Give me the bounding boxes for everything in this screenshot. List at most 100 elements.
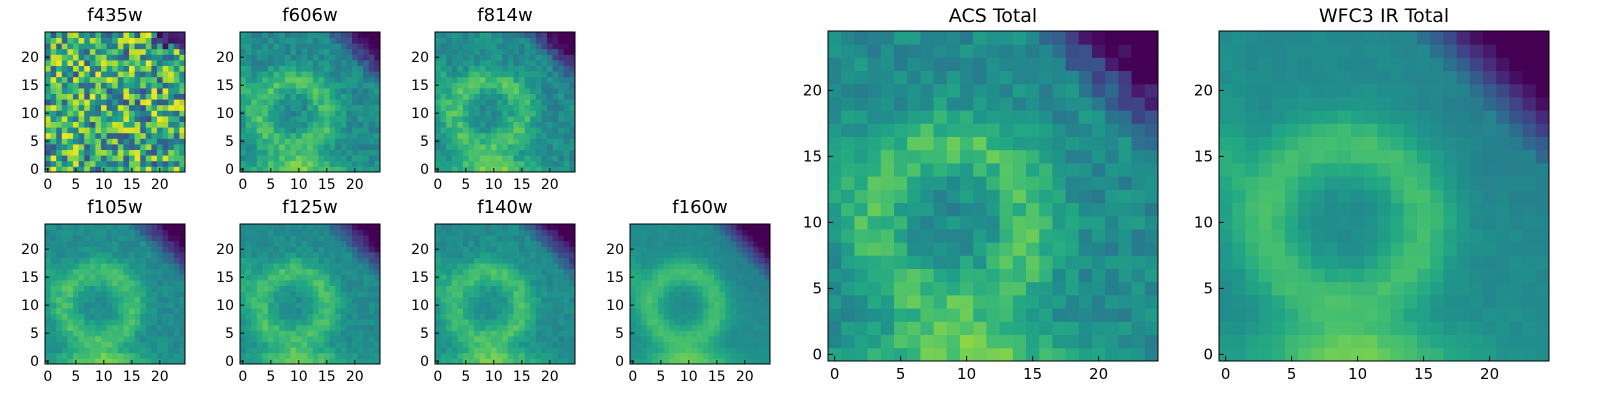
heatmap-cell xyxy=(45,296,51,303)
heatmap-cell xyxy=(730,291,737,298)
heatmap-cell xyxy=(1065,242,1080,256)
heatmap-cell xyxy=(324,319,330,326)
heatmap-cell xyxy=(329,263,336,270)
heatmap-cell xyxy=(491,296,497,303)
heatmap-cell xyxy=(56,160,63,167)
heatmap-cell xyxy=(262,252,269,258)
heatmap-cell xyxy=(251,60,258,66)
x-tick-label: 15 xyxy=(708,369,726,385)
heatmap-cell xyxy=(262,257,269,264)
heatmap-cell xyxy=(140,229,147,236)
heatmap-cell xyxy=(363,116,370,122)
heatmap-cell xyxy=(173,116,180,122)
heatmap-cell xyxy=(541,313,548,320)
heatmap-cell xyxy=(507,99,514,106)
heatmap-cell xyxy=(290,65,297,72)
heatmap-cell xyxy=(841,268,855,283)
heatmap-cell xyxy=(357,166,364,173)
heatmap-cell xyxy=(513,71,520,78)
heatmap-cell xyxy=(273,229,280,236)
heatmap-cell xyxy=(312,358,319,365)
heatmap-cell xyxy=(1144,347,1159,362)
heatmap-cell xyxy=(1078,163,1093,177)
heatmap-cell xyxy=(73,240,79,247)
heatmap-cell xyxy=(1065,123,1080,137)
heatmap-cell xyxy=(933,149,948,164)
heatmap-cell xyxy=(279,54,286,61)
heatmap-cell xyxy=(307,257,314,264)
heatmap-cell xyxy=(507,149,514,156)
heatmap-cell xyxy=(457,43,464,50)
heatmap-cell xyxy=(1131,136,1146,151)
axes-frame xyxy=(239,31,381,173)
heatmap-cell xyxy=(352,257,358,264)
heatmap-cell xyxy=(151,268,158,275)
heatmap-cell xyxy=(352,76,358,83)
heatmap-cell xyxy=(240,93,246,100)
heatmap-cell xyxy=(502,296,509,303)
heatmap-cell xyxy=(663,308,670,314)
heatmap-cell xyxy=(669,319,676,326)
heatmap-cell xyxy=(50,324,57,331)
heatmap-cell xyxy=(446,37,453,44)
heatmap-cell xyxy=(245,82,252,89)
heatmap-cell xyxy=(507,224,514,230)
heatmap-cell xyxy=(151,336,158,342)
heatmap-cell xyxy=(335,160,342,167)
heatmap-cell xyxy=(56,291,63,298)
heatmap-cell xyxy=(301,308,308,314)
heatmap-cell xyxy=(123,302,130,309)
heatmap-cell xyxy=(61,127,68,134)
heatmap-cell xyxy=(307,37,314,44)
heatmap-cell xyxy=(279,93,286,100)
heatmap-cell xyxy=(117,285,124,292)
heatmap-cell xyxy=(635,229,642,236)
heatmap-cell xyxy=(680,341,687,348)
heatmap-cell xyxy=(674,313,681,320)
heatmap-cell xyxy=(357,257,364,264)
heatmap-cell xyxy=(747,347,754,354)
heatmap-cell xyxy=(463,341,469,348)
heatmap-cell xyxy=(563,336,570,342)
heatmap-cell xyxy=(162,280,169,286)
heatmap-cell xyxy=(78,144,85,150)
heatmap-cell xyxy=(307,144,314,150)
heatmap-cell xyxy=(262,32,269,38)
heatmap-cell xyxy=(1078,176,1093,190)
heatmap-cell xyxy=(324,82,330,89)
heatmap-cell xyxy=(140,302,147,309)
heatmap-cell xyxy=(129,291,135,298)
heatmap-cell xyxy=(95,285,102,292)
heatmap-cell xyxy=(1131,242,1146,256)
heatmap-cell xyxy=(828,123,842,137)
heatmap-cell xyxy=(357,330,364,337)
heatmap-cell xyxy=(140,347,147,354)
heatmap-cell xyxy=(463,252,469,258)
heatmap-cell xyxy=(736,263,743,270)
heatmap-cell xyxy=(307,43,314,50)
heatmap-cell xyxy=(524,121,531,128)
heatmap-cell xyxy=(145,43,152,50)
heatmap-cell xyxy=(134,43,141,50)
heatmap-cell xyxy=(340,149,347,156)
heatmap-cell xyxy=(502,274,509,281)
heatmap-cell xyxy=(268,155,274,162)
heatmap-cell xyxy=(552,132,559,139)
heatmap-cell xyxy=(129,116,135,122)
heatmap-cell xyxy=(357,308,364,314)
heatmap-cell xyxy=(335,291,342,298)
heatmap-cell xyxy=(485,76,492,83)
heatmap-cell xyxy=(519,88,525,94)
heatmap-cell xyxy=(162,268,169,275)
heatmap-cell xyxy=(513,65,520,72)
heatmap-cell xyxy=(474,54,481,61)
heatmap-cell xyxy=(563,308,570,314)
heatmap-cell xyxy=(960,136,974,151)
heatmap-cell xyxy=(245,235,252,242)
heatmap-cell xyxy=(463,71,469,78)
heatmap-cell xyxy=(457,313,464,320)
heatmap-cell xyxy=(262,285,269,292)
heatmap-cell xyxy=(106,104,113,111)
heatmap-cell xyxy=(318,60,325,66)
heatmap-cell xyxy=(312,246,319,253)
